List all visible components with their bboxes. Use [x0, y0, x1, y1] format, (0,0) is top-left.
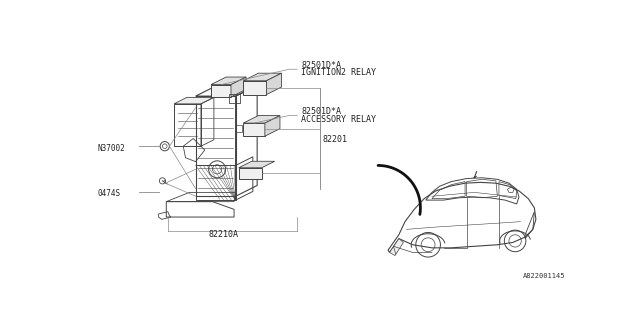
Polygon shape — [243, 81, 266, 95]
Text: 0474S: 0474S — [97, 189, 120, 198]
Text: N37002: N37002 — [97, 144, 125, 153]
Text: 82210A: 82210A — [209, 230, 239, 239]
Text: 82501D*A: 82501D*A — [301, 107, 341, 116]
Polygon shape — [243, 73, 282, 81]
Polygon shape — [266, 73, 282, 95]
Polygon shape — [174, 97, 214, 104]
Polygon shape — [243, 123, 265, 136]
Polygon shape — [231, 77, 246, 97]
Polygon shape — [239, 161, 275, 168]
Polygon shape — [239, 168, 262, 179]
Text: 82501D*A: 82501D*A — [301, 61, 341, 70]
Text: 82201: 82201 — [323, 135, 348, 144]
Polygon shape — [390, 239, 403, 256]
Text: A822001145: A822001145 — [523, 273, 565, 279]
Polygon shape — [211, 84, 231, 97]
Polygon shape — [265, 116, 280, 136]
Text: IGNITION2 RELAY: IGNITION2 RELAY — [301, 68, 376, 77]
Polygon shape — [243, 116, 280, 123]
Polygon shape — [211, 77, 246, 84]
Text: ACCESSORY RELAY: ACCESSORY RELAY — [301, 115, 376, 124]
